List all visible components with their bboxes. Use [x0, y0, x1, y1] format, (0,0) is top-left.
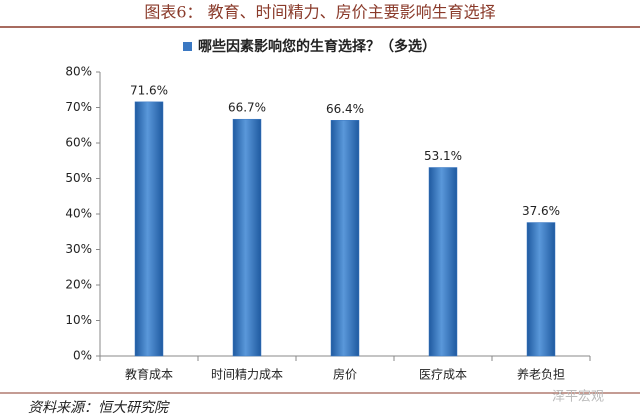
x-tick-label: 时间精力成本 [211, 368, 283, 382]
y-tick-label: 60% [65, 136, 92, 150]
y-tick-label: 10% [65, 313, 92, 327]
y-tick-label: 50% [65, 171, 92, 185]
value-label: 37.6% [522, 204, 560, 218]
x-tick-label: 教育成本 [125, 367, 173, 382]
watermark: 泽平宏观 [552, 390, 604, 405]
bar [526, 222, 556, 357]
y-tick-label: 70% [65, 100, 92, 114]
bar [330, 120, 360, 357]
y-tick-label: 30% [65, 242, 92, 256]
legend-swatch [183, 42, 192, 51]
bar [232, 118, 262, 357]
y-tick-label: 40% [65, 207, 92, 221]
chart-title: 图表6： 教育、时间精力、房价主要影响生育选择 [144, 3, 495, 22]
value-label: 53.1% [424, 149, 462, 163]
x-tick-label: 医疗成本 [419, 368, 467, 382]
y-tick-label: 20% [65, 278, 92, 292]
value-label: 71.6% [130, 83, 168, 97]
value-label: 66.7% [228, 101, 266, 115]
legend-label: 哪些因素影响您的生育选择？（多选） [198, 38, 436, 55]
x-tick-label: 养老负担 [517, 367, 565, 382]
y-tick-label: 0% [73, 349, 92, 363]
bar [428, 167, 458, 357]
value-label: 66.4% [326, 102, 364, 116]
y-tick-label: 80% [65, 65, 92, 79]
source: 资料来源：恒大研究院 [28, 400, 170, 416]
bar [134, 101, 164, 357]
x-tick-label: 房价 [333, 367, 357, 382]
